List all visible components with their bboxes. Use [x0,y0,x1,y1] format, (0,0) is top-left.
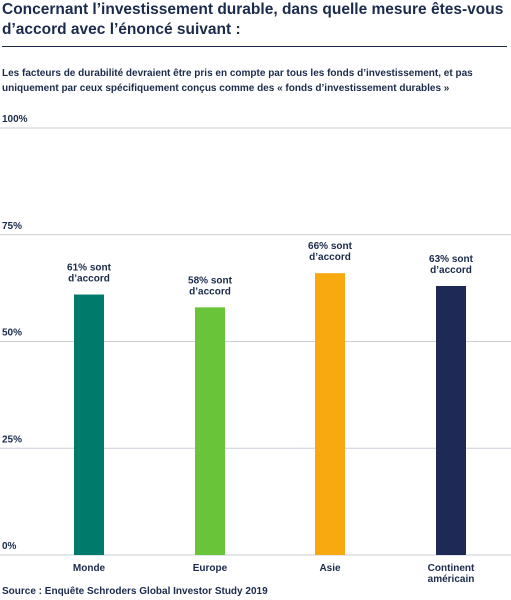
y-tick-label: 100% [2,114,28,125]
data-labels: 61% sont d’accord 58% sont d’accord 66% sont… [67,241,474,297]
data-label: 61% sont d’accord [67,263,112,285]
category-label: Asie [319,563,341,574]
y-tick-label: 75% [2,221,22,232]
y-tick-label: 25% [2,434,22,445]
bar [74,294,104,555]
bar [436,285,466,555]
chart-title: Concernant l’investissement durable, dan… [2,1,504,38]
source-note: Source : Enquête Schroders Global Invest… [2,586,268,597]
bar [195,307,225,555]
category-label: Europe [193,563,228,574]
bars [74,273,466,555]
title-divider [2,46,507,47]
category-label: Continent américain [428,563,475,585]
y-tick-label: 50% [2,328,22,339]
category-label: Monde [73,563,106,574]
data-label: 58% sont d’accord [188,275,233,297]
bar [315,273,345,555]
chart-subtitle: Les facteurs de durabilité devraient êtr… [2,68,473,94]
data-label: 66% sont d’accord [308,241,353,263]
category-labels: Monde Europe Asie Continent américain [73,563,475,585]
data-label: 63% sont d’accord [429,254,474,276]
y-tick-label: 0% [2,541,17,552]
